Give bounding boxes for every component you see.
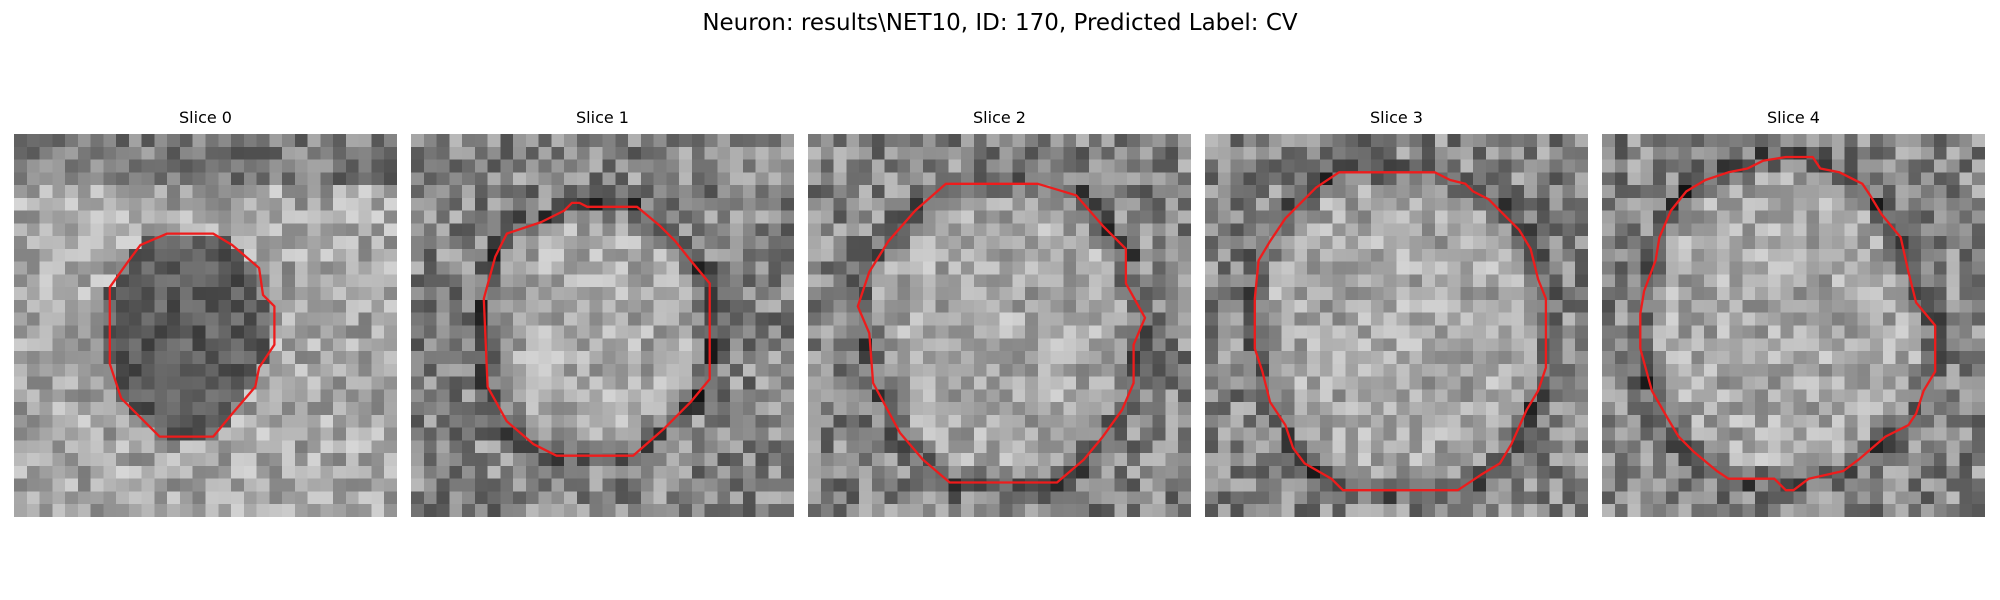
slice-title-2: Slice 2 [973,108,1026,127]
segmentation-contour [856,182,1147,484]
slice-svg-2 [808,134,1191,517]
slice-image-3 [1205,134,1588,517]
slice-panel-1: Slice 1 [411,108,794,517]
slice-panel-0: Slice 0 [14,108,397,517]
slice-image-1 [411,134,794,517]
slice-svg-3 [1205,134,1588,517]
pixel-grid [808,134,1191,517]
slice-image-0 [14,134,397,517]
slice-image-2 [808,134,1191,517]
slice-title-3: Slice 3 [1370,108,1423,127]
pixel-grid [1602,134,1985,517]
slice-title-0: Slice 0 [179,108,232,127]
segmentation-contour [1253,171,1548,492]
segmentation-contour [108,232,276,438]
slice-svg-1 [411,134,794,517]
slice-panel-2: Slice 2 [808,108,1191,517]
slice-svg-0 [14,134,397,517]
segmentation-contour [1639,155,1937,492]
pixel-grid [411,134,794,517]
slice-svg-4 [1602,134,1985,517]
figure-title: Neuron: results\NET10, ID: 170, Predicte… [702,10,1298,36]
pixel-grid [1205,134,1588,517]
segmentation-contour [482,201,711,457]
slice-title-1: Slice 1 [576,108,629,127]
slice-panel-3: Slice 3 [1205,108,1588,517]
slice-title-4: Slice 4 [1767,108,1820,127]
slice-image-4 [1602,134,1985,517]
pixel-grid [14,134,397,517]
slice-panel-4: Slice 4 [1602,108,1985,517]
